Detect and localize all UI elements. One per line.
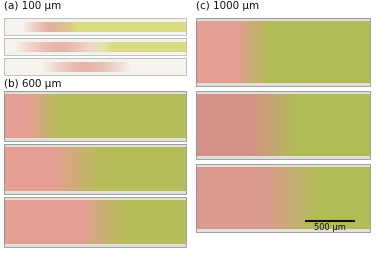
Bar (4, 91, 186, 141)
Bar (196, 91, 370, 159)
Bar (4, 38, 186, 55)
Bar (4, 144, 186, 194)
Text: (a) 100 μm: (a) 100 μm (4, 1, 61, 11)
Bar (4, 58, 186, 75)
Text: 500 μm: 500 μm (314, 222, 346, 232)
Bar (4, 197, 186, 247)
Bar (196, 18, 370, 86)
Text: (b) 600 μm: (b) 600 μm (4, 79, 62, 89)
Bar (4, 18, 186, 35)
Text: (c) 1000 μm: (c) 1000 μm (196, 1, 259, 11)
Bar (196, 164, 370, 232)
